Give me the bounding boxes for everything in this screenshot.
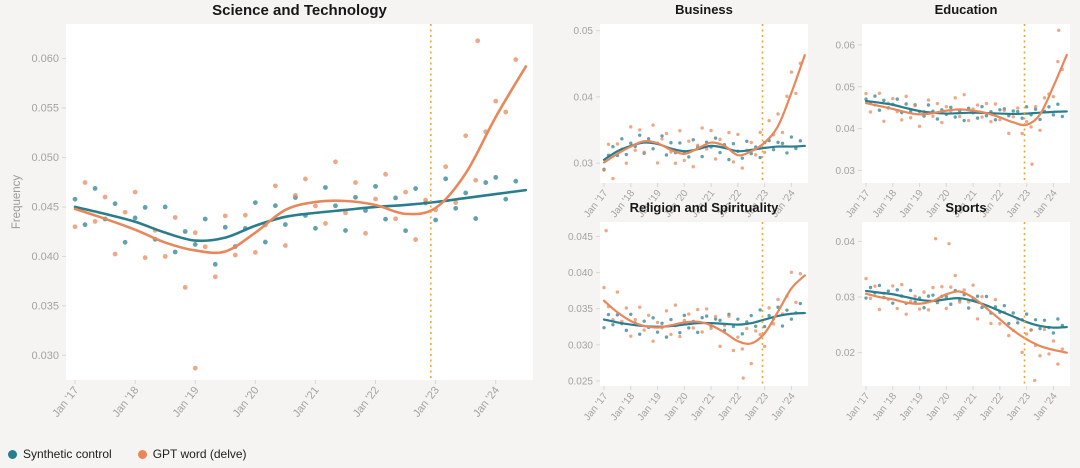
svg-text:0.03: 0.03 <box>836 166 856 177</box>
svg-text:0.04: 0.04 <box>574 92 594 103</box>
svg-text:Jan '22: Jan '22 <box>978 391 1007 423</box>
svg-text:Jan '18: Jan '18 <box>871 391 900 423</box>
panel-religion-spirituality: Religion and Spirituality 0.025 0.030 0.03… <box>556 198 818 448</box>
svg-text:Jan '18: Jan '18 <box>110 384 141 419</box>
svg-text:Jan '24: Jan '24 <box>769 391 798 423</box>
svg-text:0.05: 0.05 <box>574 26 594 37</box>
panel-business: Business 0.03 0.04 0.05 Jan '17 Jan '18 Jan '… <box>556 0 818 245</box>
legend-marker-synthetic-icon <box>8 449 17 459</box>
svg-text:0.04: 0.04 <box>836 237 856 248</box>
svg-text:Jan '20: Jan '20 <box>231 384 262 419</box>
svg-text:Jan '21: Jan '21 <box>291 384 322 419</box>
svg-text:Jan '17: Jan '17 <box>50 384 81 419</box>
panel-sports: Sports 0.02 0.03 0.04 Jan '17 Jan '18 Jan '19… <box>818 198 1080 448</box>
y-axis-label: Frequency <box>11 175 23 230</box>
svg-text:0.025: 0.025 <box>568 376 593 387</box>
svg-text:0.035: 0.035 <box>31 300 59 312</box>
svg-text:0.05: 0.05 <box>836 82 856 93</box>
svg-text:0.060: 0.060 <box>31 53 59 65</box>
legend: Synthetic control GPT word (delve) <box>8 447 247 461</box>
svg-text:Jan '23: Jan '23 <box>1005 391 1034 423</box>
svg-text:Jan '19: Jan '19 <box>898 391 927 423</box>
science-technology-chart: Frequency 0.030 0.035 0.040 0.045 0.050 0.055… <box>11 24 533 420</box>
svg-text:Jan '17: Jan '17 <box>844 391 873 423</box>
legend-marker-gpt-icon <box>137 449 147 459</box>
svg-text:0.035: 0.035 <box>568 304 593 315</box>
svg-text:0.06: 0.06 <box>836 40 856 51</box>
svg-text:0.045: 0.045 <box>568 232 593 243</box>
svg-text:0.02: 0.02 <box>836 348 856 359</box>
svg-text:Jan '24: Jan '24 <box>1031 391 1060 423</box>
svg-text:0.050: 0.050 <box>31 152 59 164</box>
svg-text:0.030: 0.030 <box>31 350 59 362</box>
svg-text:0.03: 0.03 <box>574 159 594 170</box>
svg-text:Jan '19: Jan '19 <box>170 384 201 419</box>
svg-text:Jan '21: Jan '21 <box>951 391 980 423</box>
svg-text:Jan '20: Jan '20 <box>924 391 953 423</box>
svg-text:0.030: 0.030 <box>568 340 593 351</box>
svg-text:0.040: 0.040 <box>31 251 59 263</box>
legend-item-gpt-word-delve: GPT word (delve) <box>137 447 247 461</box>
svg-text:Jan '23: Jan '23 <box>743 391 772 423</box>
svg-text:0.045: 0.045 <box>31 201 59 213</box>
panel-education: Education 0.03 0.04 0.05 0.06 Jan '17 Jan '18… <box>818 0 1080 245</box>
svg-text:Jan '22: Jan '22 <box>716 391 745 423</box>
svg-text:Jan '24: Jan '24 <box>471 384 502 419</box>
legend-label: Synthetic control <box>23 447 112 461</box>
svg-text:0.055: 0.055 <box>31 103 59 115</box>
svg-text:Jan '18: Jan '18 <box>609 391 638 423</box>
svg-text:0.040: 0.040 <box>568 268 593 279</box>
svg-text:Jan '22: Jan '22 <box>351 384 382 419</box>
svg-text:Jan '21: Jan '21 <box>689 391 718 423</box>
svg-text:Jan '20: Jan '20 <box>662 391 691 423</box>
svg-text:Jan '17: Jan '17 <box>582 391 611 423</box>
legend-item-synthetic-control: Synthetic control <box>8 447 112 461</box>
legend-label: GPT word (delve) <box>152 447 247 461</box>
svg-text:Jan '19: Jan '19 <box>636 391 665 423</box>
svg-text:0.04: 0.04 <box>836 124 856 135</box>
svg-text:Jan '23: Jan '23 <box>411 384 442 419</box>
svg-text:0.03: 0.03 <box>836 293 856 304</box>
panel-science-technology: Science and Technology Frequency 0.030 0.… <box>4 0 549 440</box>
